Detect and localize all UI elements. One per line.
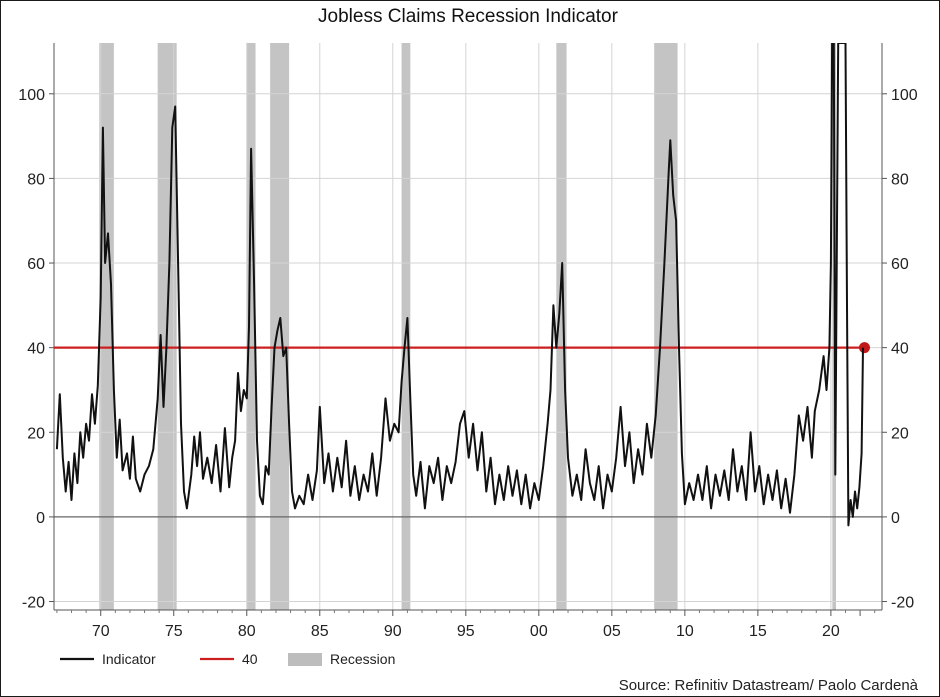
y-tick-label-left-7: -20 (22, 595, 45, 612)
legend: Indicator 40 Recession (60, 651, 395, 667)
y-tick-label-right-7: -20 (891, 595, 914, 612)
series-layer (55, 43, 864, 527)
y-tick-label-left-2: 80 (27, 171, 45, 188)
legend-label-2: 40 (242, 651, 258, 667)
y-tick-label-left-5: 20 (27, 425, 45, 442)
recession-band-3 (246, 43, 256, 610)
x-tick-label-3: 80 (238, 623, 256, 640)
y-tick-label-right-2: 80 (891, 171, 909, 188)
recession-band-6 (556, 43, 567, 610)
y-tick-label-right-6: 0 (891, 510, 900, 527)
source-note: Source: Refinitiv Datastream/ Paolo Card… (619, 677, 919, 694)
legend-label-3: Recession (330, 651, 395, 667)
x-tick-label-7: 00 (530, 623, 548, 640)
plot-frame (53, 43, 883, 611)
x-tick-label-6: 95 (457, 623, 475, 640)
x-ticks: 70 75 80 85 90 95 00 05 10 15 20 (56, 610, 876, 640)
grid-lines (54, 43, 882, 610)
x-tick-label-5: 90 (384, 623, 402, 640)
x-tick-label-1: 70 (92, 623, 110, 640)
y-tick-label-left-3: 60 (27, 256, 45, 273)
y-tick-label-left-6: 0 (36, 510, 45, 527)
y-tick-label-right-1: 100 (891, 87, 918, 104)
legend-label-1: Indicator (102, 651, 156, 667)
legend-swatch-3 (288, 653, 322, 666)
x-tick-label-4: 85 (311, 623, 329, 640)
y-tick-label-right-3: 60 (891, 256, 909, 273)
threshold-line (54, 342, 870, 354)
x-tick-label-9: 10 (676, 623, 694, 640)
y-ticks-left: 100 80 60 40 20 0 -20 (18, 87, 54, 612)
x-tick-label-11: 20 (822, 623, 840, 640)
y-ticks-right: 100 80 60 40 20 0 -20 (882, 87, 918, 612)
x-tick-label-10: 15 (749, 623, 767, 640)
x-tick-label-8: 05 (603, 623, 621, 640)
recession-bands (99, 43, 836, 610)
y-tick-label-left-1: 100 (18, 87, 45, 104)
series-line-1 (55, 43, 864, 527)
y-tick-label-left-4: 40 (27, 341, 45, 358)
y-tick-label-right-4: 40 (891, 341, 909, 358)
x-tick-label-2: 75 (165, 623, 183, 640)
recession-band-4 (270, 43, 290, 610)
recession-band-7 (654, 43, 678, 610)
y-tick-label-right-5: 20 (891, 425, 909, 442)
threshold-end-marker (858, 342, 870, 354)
chart-title: Jobless Claims Recession Indicator (318, 6, 619, 27)
